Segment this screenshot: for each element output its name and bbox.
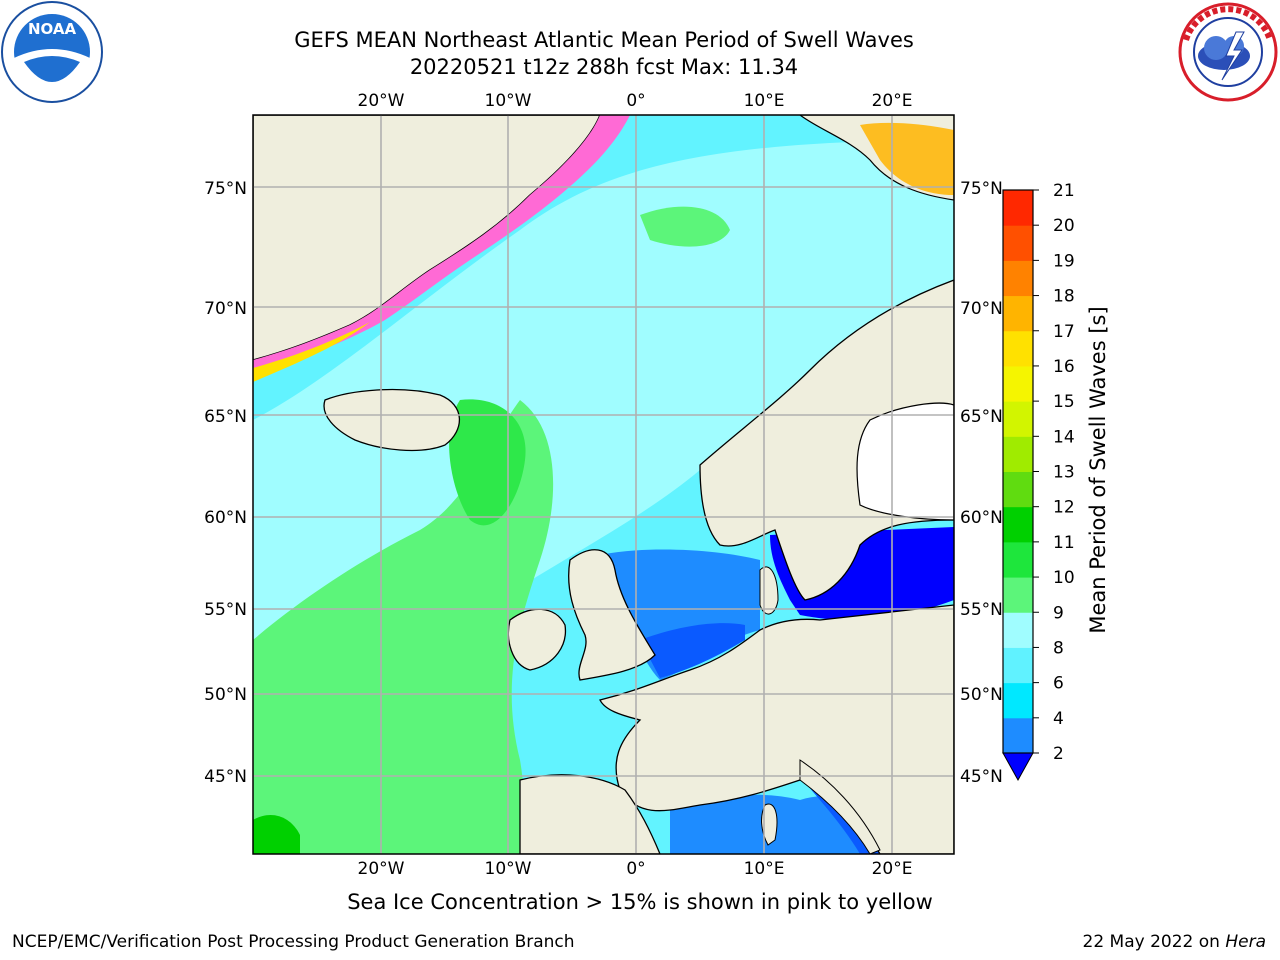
colorbar-tick-label: 8 (1053, 638, 1064, 658)
gulf-of-bothnia (856, 402, 954, 521)
lon-label-top-20w: 20°W (358, 91, 405, 111)
lon-label-bottom-10w: 10°W (485, 859, 532, 879)
colorbar-segment (1003, 436, 1033, 472)
colorbar-tick-label: 15 (1053, 392, 1075, 412)
colorbar-tick-label: 21 (1053, 181, 1075, 201)
colorbar: 2 4 6 8 9 10 11 12 13 14 15 16 17 18 19 20 21 (1002, 181, 1075, 782)
colorbar-segment (1003, 612, 1033, 648)
colorbar-segment (1003, 225, 1033, 261)
footer-date: 22 May 2022 on Hera (1083, 932, 1267, 952)
lon-label-top-20e: 20°E (872, 91, 913, 111)
colorbar-tick-label: 16 (1053, 357, 1075, 377)
lat-label-right-70n: 70°N (960, 299, 1003, 319)
channel-swell (640, 623, 745, 678)
colorbar-segment (1003, 506, 1033, 543)
sea-ice-greenland-yellow (253, 322, 370, 382)
iberia-land (519, 774, 661, 854)
footer-date-text: 22 May 2022 on (1082, 932, 1226, 952)
colorbar-label: Mean Period of Swell Waves [s] (1086, 306, 1110, 634)
lat-label-left-75n: 75°N (204, 179, 247, 199)
colorbar-segment (1003, 471, 1033, 508)
colorbar-tick-label: 18 (1053, 287, 1075, 307)
sea-ice-svalbard (860, 122, 954, 195)
lat-label-right-45n: 45°N (960, 767, 1003, 787)
swell-region-9-10b (640, 206, 730, 247)
colorbar-segment (1003, 260, 1033, 297)
iceland-land (323, 388, 461, 452)
sea-ice-note: Sea Ice Concentration > 15% is shown in … (347, 890, 933, 914)
italy-land (799, 759, 881, 854)
lat-label-left-60n: 60°N (204, 508, 247, 528)
colorbar-tick-label: 6 (1053, 674, 1064, 694)
colorbar-segment (1003, 647, 1033, 684)
map-subtitle: 20220521 t12z 288h fcst Max: 11.34 (409, 55, 799, 79)
colorbar-segment (1003, 295, 1033, 332)
map-frame (252, 114, 955, 855)
colorbar-tick-label: 9 (1053, 603, 1064, 623)
lat-label-right-65n: 65°N (960, 407, 1003, 427)
lat-label-right-55n: 55°N (960, 600, 1003, 620)
colorbar-tick-label: 11 (1053, 533, 1075, 553)
lat-label-right-50n: 50°N (960, 685, 1003, 705)
lon-label-bottom-20e: 20°E (872, 859, 913, 879)
colorbar-segment (1003, 717, 1033, 754)
colorbar-segment (1003, 541, 1033, 578)
sea-ice-greenland (253, 115, 630, 375)
colorbar-tick-label: 20 (1053, 216, 1075, 236)
swell-region-11-12 (253, 815, 300, 854)
lat-label-right-60n: 60°N (960, 508, 1003, 528)
lon-label-bottom-0: 0° (626, 859, 645, 879)
great-britain-land (568, 549, 656, 681)
colorbar-segment (1003, 682, 1033, 719)
colorbar-underflow-arrow (1002, 752, 1034, 782)
colorbar-segment (1003, 330, 1033, 367)
colorbar-tick-label: 14 (1053, 427, 1075, 447)
colorbar-tick-label: 17 (1053, 322, 1075, 342)
nws-logo (1178, 2, 1278, 102)
colorbar-tick-label: 13 (1053, 463, 1075, 483)
colorbar-tick-label: 10 (1053, 568, 1075, 588)
lon-label-bottom-20w: 20°W (358, 859, 405, 879)
lat-label-left-55n: 55°N (204, 600, 247, 620)
colorbar-segment (1003, 401, 1033, 437)
colorbar-tick-label: 12 (1053, 498, 1075, 518)
footer-host: Hera (1225, 932, 1266, 952)
noaa-logo: NOAA (1, 1, 103, 103)
lat-label-right-75n: 75°N (960, 179, 1003, 199)
colorbar-tick-label: 4 (1053, 709, 1064, 729)
lat-label-left-50n: 50°N (204, 685, 247, 705)
lon-label-top-10w: 10°W (485, 91, 532, 111)
colorbar-tick-label: 2 (1053, 744, 1064, 764)
noaa-logo-text: NOAA (28, 20, 77, 38)
map-title: GEFS MEAN Northeast Atlantic Mean Period… (294, 28, 914, 52)
lon-label-top-0: 0° (626, 91, 645, 111)
swell-region-10-11 (449, 399, 526, 526)
lon-label-bottom-10e: 10°E (744, 859, 785, 879)
lat-label-left-65n: 65°N (204, 407, 247, 427)
corsica-sardinia-land (761, 803, 778, 846)
colorbar-segment (1003, 577, 1033, 613)
colorbar-tick-label: 19 (1053, 251, 1075, 271)
colorbar-segment (1003, 190, 1033, 226)
lat-label-left-45n: 45°N (204, 767, 247, 787)
colorbar-segment (1003, 365, 1033, 402)
footer-credit: NCEP/EMC/Verification Post Processing Pr… (12, 932, 575, 952)
lon-label-top-10e: 10°E (744, 91, 785, 111)
lat-label-left-70n: 70°N (204, 299, 247, 319)
